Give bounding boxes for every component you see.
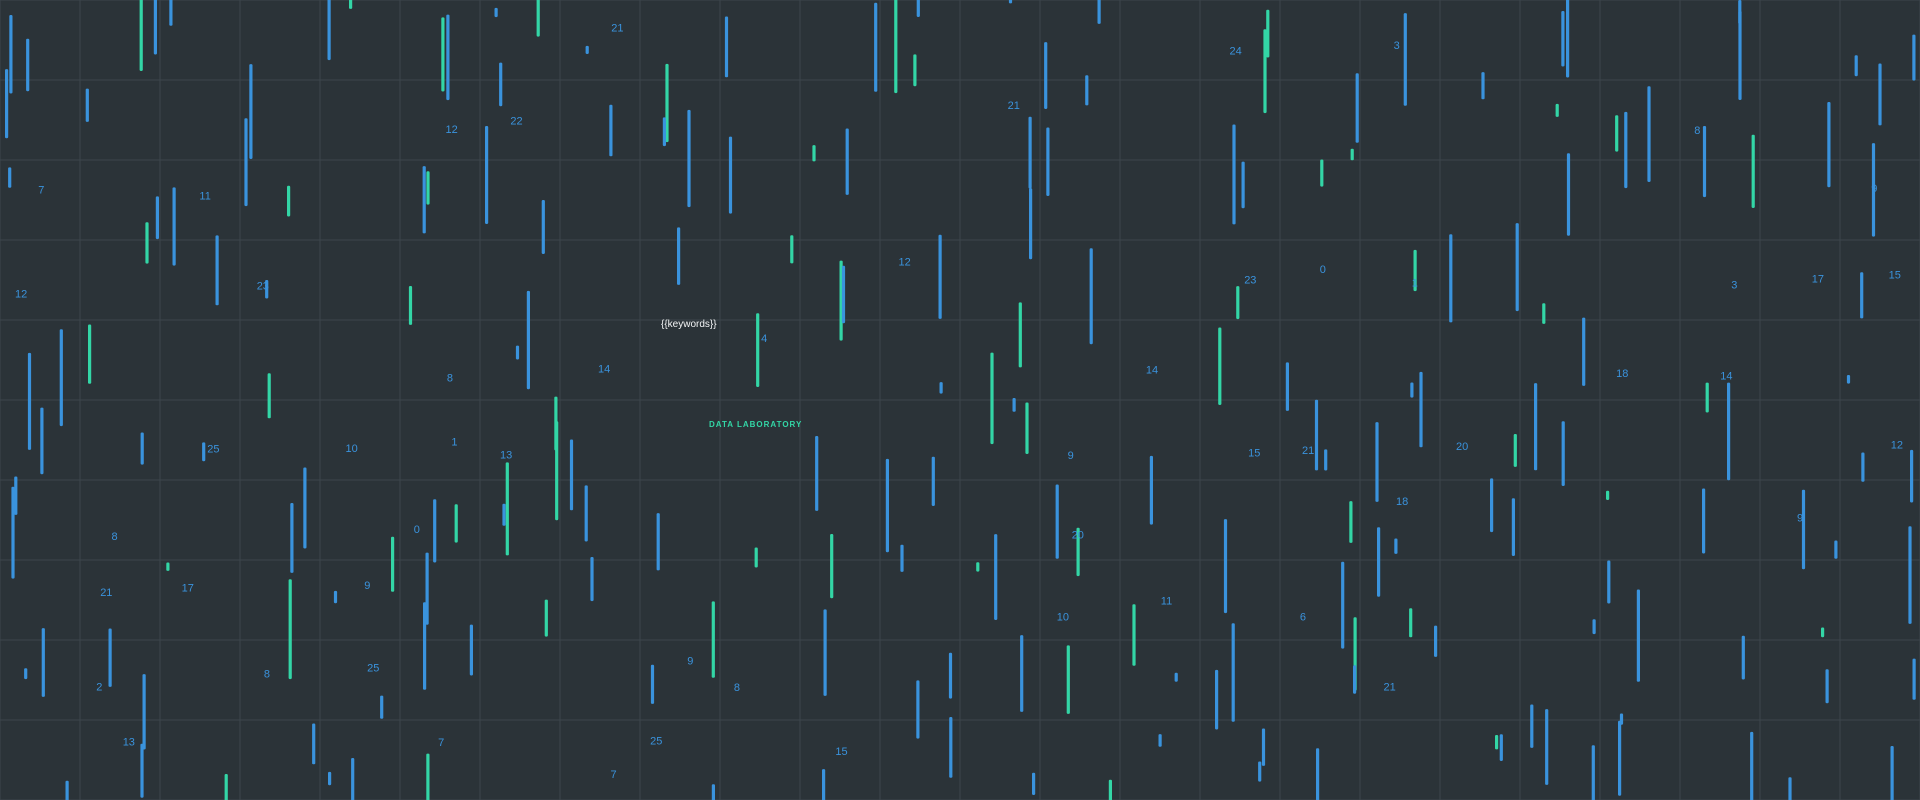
svg-text:6: 6 — [1300, 612, 1306, 624]
svg-text:7: 7 — [438, 737, 444, 749]
svg-text:21: 21 — [611, 22, 623, 34]
svg-text:25: 25 — [207, 443, 219, 455]
svg-text:8: 8 — [112, 531, 118, 543]
svg-text:11: 11 — [1161, 595, 1172, 607]
svg-text:12: 12 — [1891, 439, 1903, 451]
svg-text:8: 8 — [734, 682, 740, 694]
svg-text:9: 9 — [1797, 513, 1803, 525]
svg-text:8: 8 — [264, 668, 270, 680]
svg-text:12: 12 — [899, 257, 911, 269]
svg-text:4: 4 — [761, 333, 767, 345]
svg-text:18: 18 — [1616, 368, 1628, 380]
svg-text:17: 17 — [1812, 274, 1824, 286]
svg-text:9: 9 — [687, 655, 693, 667]
svg-text:2: 2 — [96, 681, 102, 693]
svg-text:25: 25 — [367, 663, 379, 675]
svg-text:8: 8 — [447, 373, 453, 385]
svg-text:3: 3 — [1394, 40, 1400, 52]
svg-text:13: 13 — [500, 450, 512, 462]
svg-text:21: 21 — [1008, 100, 1020, 112]
svg-text:24: 24 — [1230, 46, 1242, 58]
svg-text:20: 20 — [1456, 441, 1468, 453]
svg-text:12: 12 — [446, 124, 458, 136]
svg-text:10: 10 — [1057, 612, 1069, 624]
svg-text:15: 15 — [1248, 447, 1260, 459]
svg-text:14: 14 — [598, 363, 610, 375]
svg-text:1: 1 — [1412, 278, 1418, 290]
svg-text:18: 18 — [1396, 496, 1408, 508]
svg-text:15: 15 — [835, 746, 847, 758]
svg-text:21: 21 — [1384, 682, 1396, 694]
svg-text:9: 9 — [1871, 183, 1877, 195]
svg-text:23: 23 — [1244, 275, 1256, 287]
svg-text:23: 23 — [257, 280, 269, 292]
svg-text:20: 20 — [1072, 530, 1084, 542]
svg-text:8: 8 — [1694, 125, 1700, 137]
svg-text:12: 12 — [15, 289, 27, 301]
svg-text:14: 14 — [1146, 365, 1158, 377]
svg-text:14: 14 — [1720, 370, 1732, 382]
svg-text:17: 17 — [182, 582, 194, 594]
svg-text:9: 9 — [364, 580, 370, 592]
svg-text:3: 3 — [1731, 279, 1737, 291]
svg-text:9: 9 — [1068, 450, 1074, 462]
svg-text:7: 7 — [611, 769, 617, 781]
svg-text:1: 1 — [451, 437, 457, 449]
svg-text:0: 0 — [1320, 264, 1326, 276]
svg-text:21: 21 — [100, 587, 112, 599]
svg-text:11: 11 — [199, 190, 210, 202]
svg-text:21: 21 — [1302, 445, 1314, 457]
svg-text:25: 25 — [650, 736, 662, 748]
svg-text:10: 10 — [346, 443, 358, 455]
svg-text:15: 15 — [1889, 270, 1901, 282]
svg-text:0: 0 — [414, 524, 420, 536]
svg-text:13: 13 — [123, 737, 135, 749]
svg-text:7: 7 — [38, 184, 44, 196]
svg-text:22: 22 — [510, 116, 522, 128]
